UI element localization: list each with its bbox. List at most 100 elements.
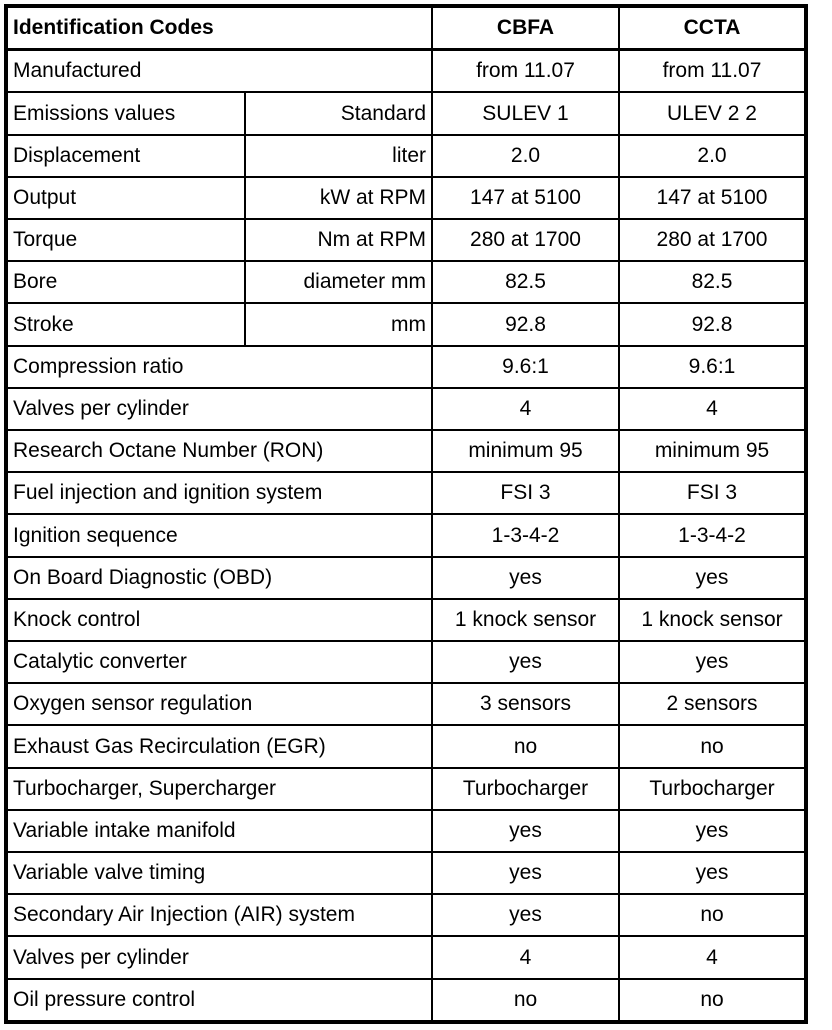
table-row: Stroke mm 92.8 92.8 bbox=[5, 302, 807, 347]
row-label: Fuel injection and ignition system bbox=[5, 471, 433, 516]
row-label: Secondary Air Injection (AIR) system bbox=[5, 893, 433, 938]
table-row: Ignition sequence 1-3-4-2 1-3-4-2 bbox=[5, 513, 807, 558]
row-label: Ignition sequence bbox=[5, 513, 433, 558]
ccta-value: 4 bbox=[618, 935, 807, 980]
ccta-value: yes bbox=[618, 640, 807, 685]
row-label: Oxygen sensor regulation bbox=[5, 682, 433, 727]
table-row: Bore diameter mm 82.5 82.5 bbox=[5, 260, 807, 305]
ccta-value: 92.8 bbox=[618, 302, 807, 347]
cbfa-value: 4 bbox=[431, 935, 620, 980]
cbfa-value: 4 bbox=[431, 386, 620, 432]
cbfa-value: 92.8 bbox=[431, 302, 620, 347]
row-label: Turbocharger, Supercharger bbox=[5, 766, 433, 811]
ccta-value: yes bbox=[618, 555, 807, 600]
cbfa-value: 2.0 bbox=[431, 133, 620, 178]
table-row: Valves per cylinder 4 4 bbox=[5, 386, 807, 432]
table-row: Compression ratio 9.6:1 9.6:1 bbox=[5, 344, 807, 389]
cbfa-value: 280 at 1700 bbox=[431, 218, 620, 263]
cbfa-value: from 11.07 bbox=[431, 48, 620, 94]
row-unit: diameter mm bbox=[244, 260, 433, 305]
ccta-value: 147 at 5100 bbox=[618, 175, 807, 221]
table-row: Exhaust Gas Recirculation (EGR) no no bbox=[5, 724, 807, 769]
row-unit: liter bbox=[244, 133, 433, 178]
ccta-value: 280 at 1700 bbox=[618, 218, 807, 263]
table-row: Oil pressure control no no bbox=[5, 977, 807, 1024]
header-cbfa: CBFA bbox=[431, 5, 620, 52]
row-label: On Board Diagnostic (OBD) bbox=[5, 555, 433, 600]
header-title: Identification Codes bbox=[5, 5, 433, 52]
row-unit: mm bbox=[244, 302, 433, 347]
cbfa-value: 147 at 5100 bbox=[431, 175, 620, 221]
row-label: Research Octane Number (RON) bbox=[5, 429, 433, 474]
cbfa-value: SULEV 1 bbox=[431, 91, 620, 136]
row-label: Exhaust Gas Recirculation (EGR) bbox=[5, 724, 433, 769]
table-row: Knock control 1 knock sensor 1 knock senso… bbox=[5, 597, 807, 643]
row-label: Output bbox=[5, 175, 246, 221]
header-row: Identification Codes CBFA CCTA bbox=[5, 5, 807, 52]
engine-spec-table: Identification Codes CBFA CCTA Manufactu… bbox=[4, 4, 808, 1024]
cbfa-value: 9.6:1 bbox=[431, 344, 620, 389]
table-row: Catalytic converter yes yes bbox=[5, 640, 807, 685]
row-label: Torque bbox=[5, 218, 246, 263]
table-row: Torque Nm at RPM 280 at 1700 280 at 1700 bbox=[5, 218, 807, 263]
row-label: Stroke bbox=[5, 302, 246, 347]
ccta-value: Turbocharger bbox=[618, 766, 807, 811]
cbfa-value: yes bbox=[431, 893, 620, 938]
ccta-value: 9.6:1 bbox=[618, 344, 807, 389]
ccta-value: ULEV 2 2 bbox=[618, 91, 807, 136]
ccta-value: 4 bbox=[618, 386, 807, 432]
row-label: Catalytic converter bbox=[5, 640, 433, 685]
cbfa-value: yes bbox=[431, 555, 620, 600]
cbfa-value: no bbox=[431, 977, 620, 1024]
cbfa-value: 1-3-4-2 bbox=[431, 513, 620, 558]
table-row: Variable intake manifold yes yes bbox=[5, 808, 807, 854]
cbfa-value: yes bbox=[431, 851, 620, 896]
ccta-value: 2.0 bbox=[618, 133, 807, 178]
cbfa-value: 1 knock sensor bbox=[431, 597, 620, 643]
table-row: Variable valve timing yes yes bbox=[5, 851, 807, 896]
ccta-value: 1 knock sensor bbox=[618, 597, 807, 643]
row-label: Valves per cylinder bbox=[5, 935, 433, 980]
row-label: Valves per cylinder bbox=[5, 386, 433, 432]
table-row: Valves per cylinder 4 4 bbox=[5, 935, 807, 980]
row-label: Oil pressure control bbox=[5, 977, 433, 1024]
cbfa-value: yes bbox=[431, 808, 620, 854]
table-row: Manufactured from 11.07 from 11.07 bbox=[5, 48, 807, 94]
table-row: Output kW at RPM 147 at 5100 147 at 5100 bbox=[5, 175, 807, 221]
ccta-value: minimum 95 bbox=[618, 429, 807, 474]
table-row: Displacement liter 2.0 2.0 bbox=[5, 133, 807, 178]
row-label: Variable valve timing bbox=[5, 851, 433, 896]
row-label: Variable intake manifold bbox=[5, 808, 433, 854]
row-label: Displacement bbox=[5, 133, 246, 178]
row-unit: Nm at RPM bbox=[244, 218, 433, 263]
row-label: Compression ratio bbox=[5, 344, 433, 389]
header-ccta: CCTA bbox=[618, 5, 807, 52]
cbfa-value: 3 sensors bbox=[431, 682, 620, 727]
cbfa-value: no bbox=[431, 724, 620, 769]
table-row: On Board Diagnostic (OBD) yes yes bbox=[5, 555, 807, 600]
ccta-value: no bbox=[618, 893, 807, 938]
cbfa-value: yes bbox=[431, 640, 620, 685]
ccta-value: 82.5 bbox=[618, 260, 807, 305]
row-unit: Standard bbox=[244, 91, 433, 136]
row-label: Manufactured bbox=[5, 48, 433, 94]
ccta-value: yes bbox=[618, 851, 807, 896]
table-row: Oxygen sensor regulation 3 sensors 2 senso… bbox=[5, 682, 807, 727]
ccta-value: from 11.07 bbox=[618, 48, 807, 94]
cbfa-value: minimum 95 bbox=[431, 429, 620, 474]
cbfa-value: Turbocharger bbox=[431, 766, 620, 811]
ccta-value: yes bbox=[618, 808, 807, 854]
ccta-value: 2 sensors bbox=[618, 682, 807, 727]
cbfa-value: FSI 3 bbox=[431, 471, 620, 516]
ccta-value: no bbox=[618, 977, 807, 1024]
table-row: Secondary Air Injection (AIR) system yes n… bbox=[5, 893, 807, 938]
table-row: Emissions values Standard SULEV 1 ULEV 2 2 bbox=[5, 91, 807, 136]
row-unit: kW at RPM bbox=[244, 175, 433, 221]
table-row: Research Octane Number (RON) minimum 95 mi… bbox=[5, 429, 807, 474]
ccta-value: FSI 3 bbox=[618, 471, 807, 516]
row-label: Emissions values bbox=[5, 91, 246, 136]
row-label: Bore bbox=[5, 260, 246, 305]
ccta-value: 1-3-4-2 bbox=[618, 513, 807, 558]
cbfa-value: 82.5 bbox=[431, 260, 620, 305]
